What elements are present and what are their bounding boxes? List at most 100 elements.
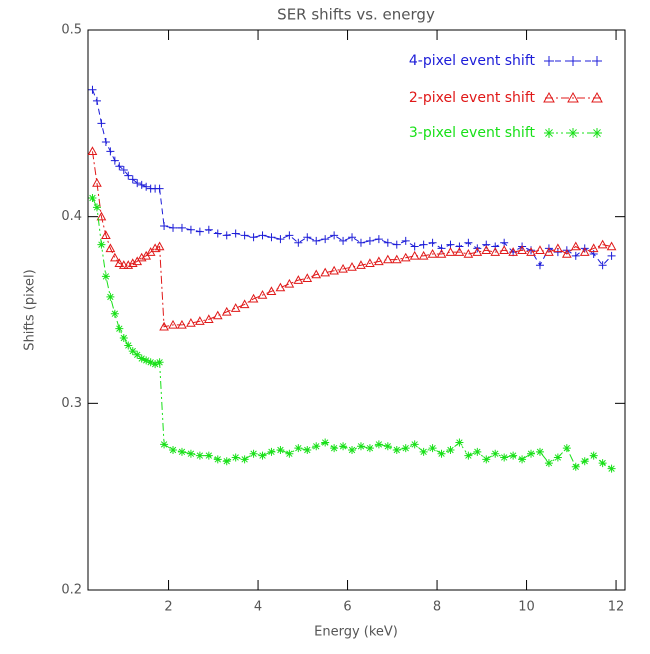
- data-point: [203, 314, 214, 324]
- data-point: [155, 358, 164, 367]
- data-point: [312, 236, 321, 245]
- data-point: [338, 263, 348, 273]
- data-point: [419, 240, 428, 249]
- data-point: [275, 282, 286, 292]
- data-point: [329, 265, 339, 275]
- data-point: [128, 175, 137, 184]
- data-point: [374, 235, 383, 244]
- data-point: [124, 171, 133, 180]
- data-point: [491, 242, 500, 251]
- data-point: [383, 442, 392, 451]
- data-point: [88, 194, 97, 202]
- data-point: [437, 449, 446, 458]
- legend-marker: [543, 91, 555, 103]
- x-axis-label: Energy (keV): [314, 625, 398, 640]
- legend-marker: [592, 56, 602, 66]
- data-point: [607, 251, 616, 260]
- data-point: [294, 444, 303, 453]
- data-point: [285, 449, 294, 458]
- data-point: [195, 227, 204, 236]
- plot-frame: [87, 29, 626, 591]
- x-tick-label: 4: [254, 600, 262, 615]
- data-point: [115, 324, 124, 333]
- data-point: [570, 241, 581, 251]
- data-point: [517, 245, 527, 254]
- data-point: [374, 440, 383, 449]
- data-point: [579, 247, 590, 256]
- data-point: [186, 449, 195, 458]
- y-tick-label: 0.3: [61, 396, 82, 411]
- data-point: [455, 438, 464, 447]
- data-point: [101, 230, 111, 240]
- data-point: [571, 251, 580, 260]
- data-point: [410, 242, 419, 251]
- data-point: [348, 233, 357, 242]
- y-tick-label: 0.2: [61, 583, 82, 598]
- legend-marker: [568, 128, 578, 138]
- data-point: [589, 451, 598, 460]
- data-point: [110, 252, 120, 262]
- data-point: [204, 451, 213, 460]
- data-point: [124, 341, 133, 350]
- data-point: [427, 248, 438, 258]
- data-point: [110, 309, 119, 318]
- data-point: [106, 147, 115, 156]
- data-point: [491, 449, 500, 458]
- data-point: [374, 256, 384, 266]
- data-point: [257, 290, 268, 299]
- data-point: [455, 242, 464, 251]
- x-tick-label: 8: [433, 600, 441, 615]
- data-point: [320, 267, 331, 277]
- data-point: [382, 254, 393, 264]
- data-point: [508, 247, 518, 256]
- data-point: [169, 223, 178, 232]
- y-tick-label: 0.5: [61, 23, 82, 38]
- legend-marker: [567, 91, 579, 103]
- data-point: [230, 303, 241, 312]
- data-point: [400, 252, 411, 262]
- data-point: [490, 247, 501, 256]
- data-point: [276, 235, 285, 244]
- series-line: [91, 151, 612, 328]
- data-point: [195, 316, 205, 325]
- data-point: [303, 233, 312, 242]
- data-point: [454, 247, 465, 256]
- data-point: [266, 286, 277, 296]
- data-point: [231, 229, 240, 238]
- data-point: [212, 310, 223, 320]
- data-point: [365, 258, 375, 268]
- data-point: [285, 231, 294, 240]
- data-point: [499, 245, 510, 254]
- data-point: [312, 442, 321, 451]
- data-point: [114, 258, 125, 268]
- data-point: [133, 350, 142, 359]
- data-point: [177, 319, 187, 329]
- data-point: [105, 243, 116, 253]
- data-point: [383, 238, 392, 247]
- data-point: [231, 453, 240, 462]
- x-tick-label: 6: [343, 600, 351, 615]
- data-point: [544, 247, 554, 256]
- data-point: [356, 238, 365, 247]
- data-point: [365, 444, 374, 453]
- data-point: [463, 248, 474, 258]
- data-point: [535, 245, 545, 254]
- data-point: [588, 243, 599, 253]
- data-point: [436, 248, 447, 258]
- data-point: [195, 451, 204, 460]
- legend-marker: [568, 56, 578, 66]
- data-point: [392, 446, 401, 454]
- chart-title: SER shifts vs. energy: [277, 6, 435, 24]
- data-point: [177, 223, 186, 232]
- data-point: [137, 354, 146, 363]
- data-point: [101, 272, 110, 281]
- data-point: [482, 240, 491, 249]
- data-point: [356, 260, 366, 269]
- x-tick-label: 2: [164, 600, 172, 615]
- legend-label: 3-pixel event shift: [409, 125, 536, 141]
- data-point: [106, 292, 115, 301]
- data-point: [267, 233, 276, 242]
- legend-marker: [544, 128, 554, 138]
- data-point: [154, 241, 165, 251]
